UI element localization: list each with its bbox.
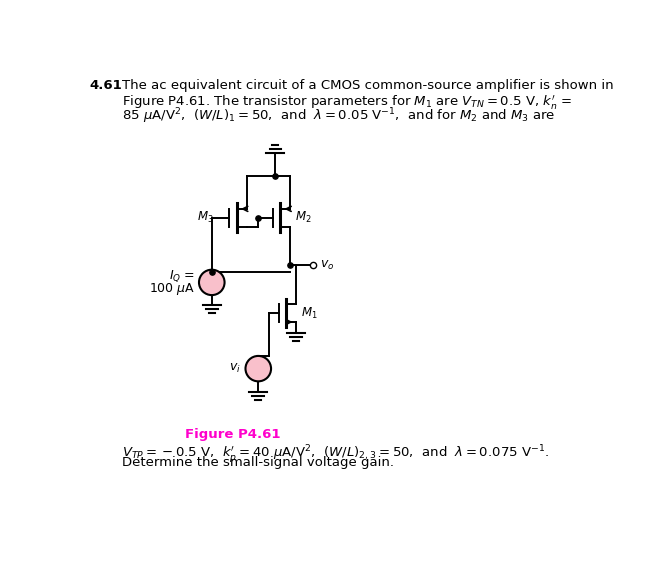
Text: $M_3$: $M_3$ — [197, 210, 213, 225]
Text: Figure P4.61: Figure P4.61 — [186, 428, 281, 441]
Text: $M_1$: $M_1$ — [301, 306, 317, 321]
Text: $-$: $-$ — [253, 367, 263, 379]
Text: The ac equivalent circuit of a CMOS common-source amplifier is shown in: The ac equivalent circuit of a CMOS comm… — [122, 79, 614, 92]
Text: 85 $\mu$A/V$^2$,  $(W/L)_1 = 50$,  and  $\lambda = 0.05$ V$^{-1}$,  and for $M_2: 85 $\mu$A/V$^2$, $(W/L)_1 = 50$, and $\l… — [122, 107, 555, 127]
Text: Determine the small-signal voltage gain.: Determine the small-signal voltage gain. — [122, 457, 394, 470]
Text: $M_2$: $M_2$ — [295, 210, 311, 225]
Text: 4.61: 4.61 — [89, 79, 122, 92]
Text: $I_Q$ =: $I_Q$ = — [169, 269, 195, 284]
Text: $v_i$: $v_i$ — [229, 362, 241, 375]
Text: $V_{TP} = -0.5$ V,  $k_p^{\prime} = 40$ $\mu$A/V$^2$,  $(W/L)_{2,3} = 50$,  and : $V_{TP} = -0.5$ V, $k_p^{\prime} = 40$ $… — [122, 443, 549, 464]
Text: 100 $\mu$A: 100 $\mu$A — [149, 280, 195, 297]
Text: Figure P4.61. The transistor parameters for $M_1$ are $V_{TN} = 0.5$ V, $k_n^{\p: Figure P4.61. The transistor parameters … — [122, 93, 573, 111]
Text: +: + — [253, 359, 263, 372]
Circle shape — [199, 270, 225, 295]
Circle shape — [245, 356, 271, 381]
Text: $v_o$: $v_o$ — [319, 259, 334, 272]
